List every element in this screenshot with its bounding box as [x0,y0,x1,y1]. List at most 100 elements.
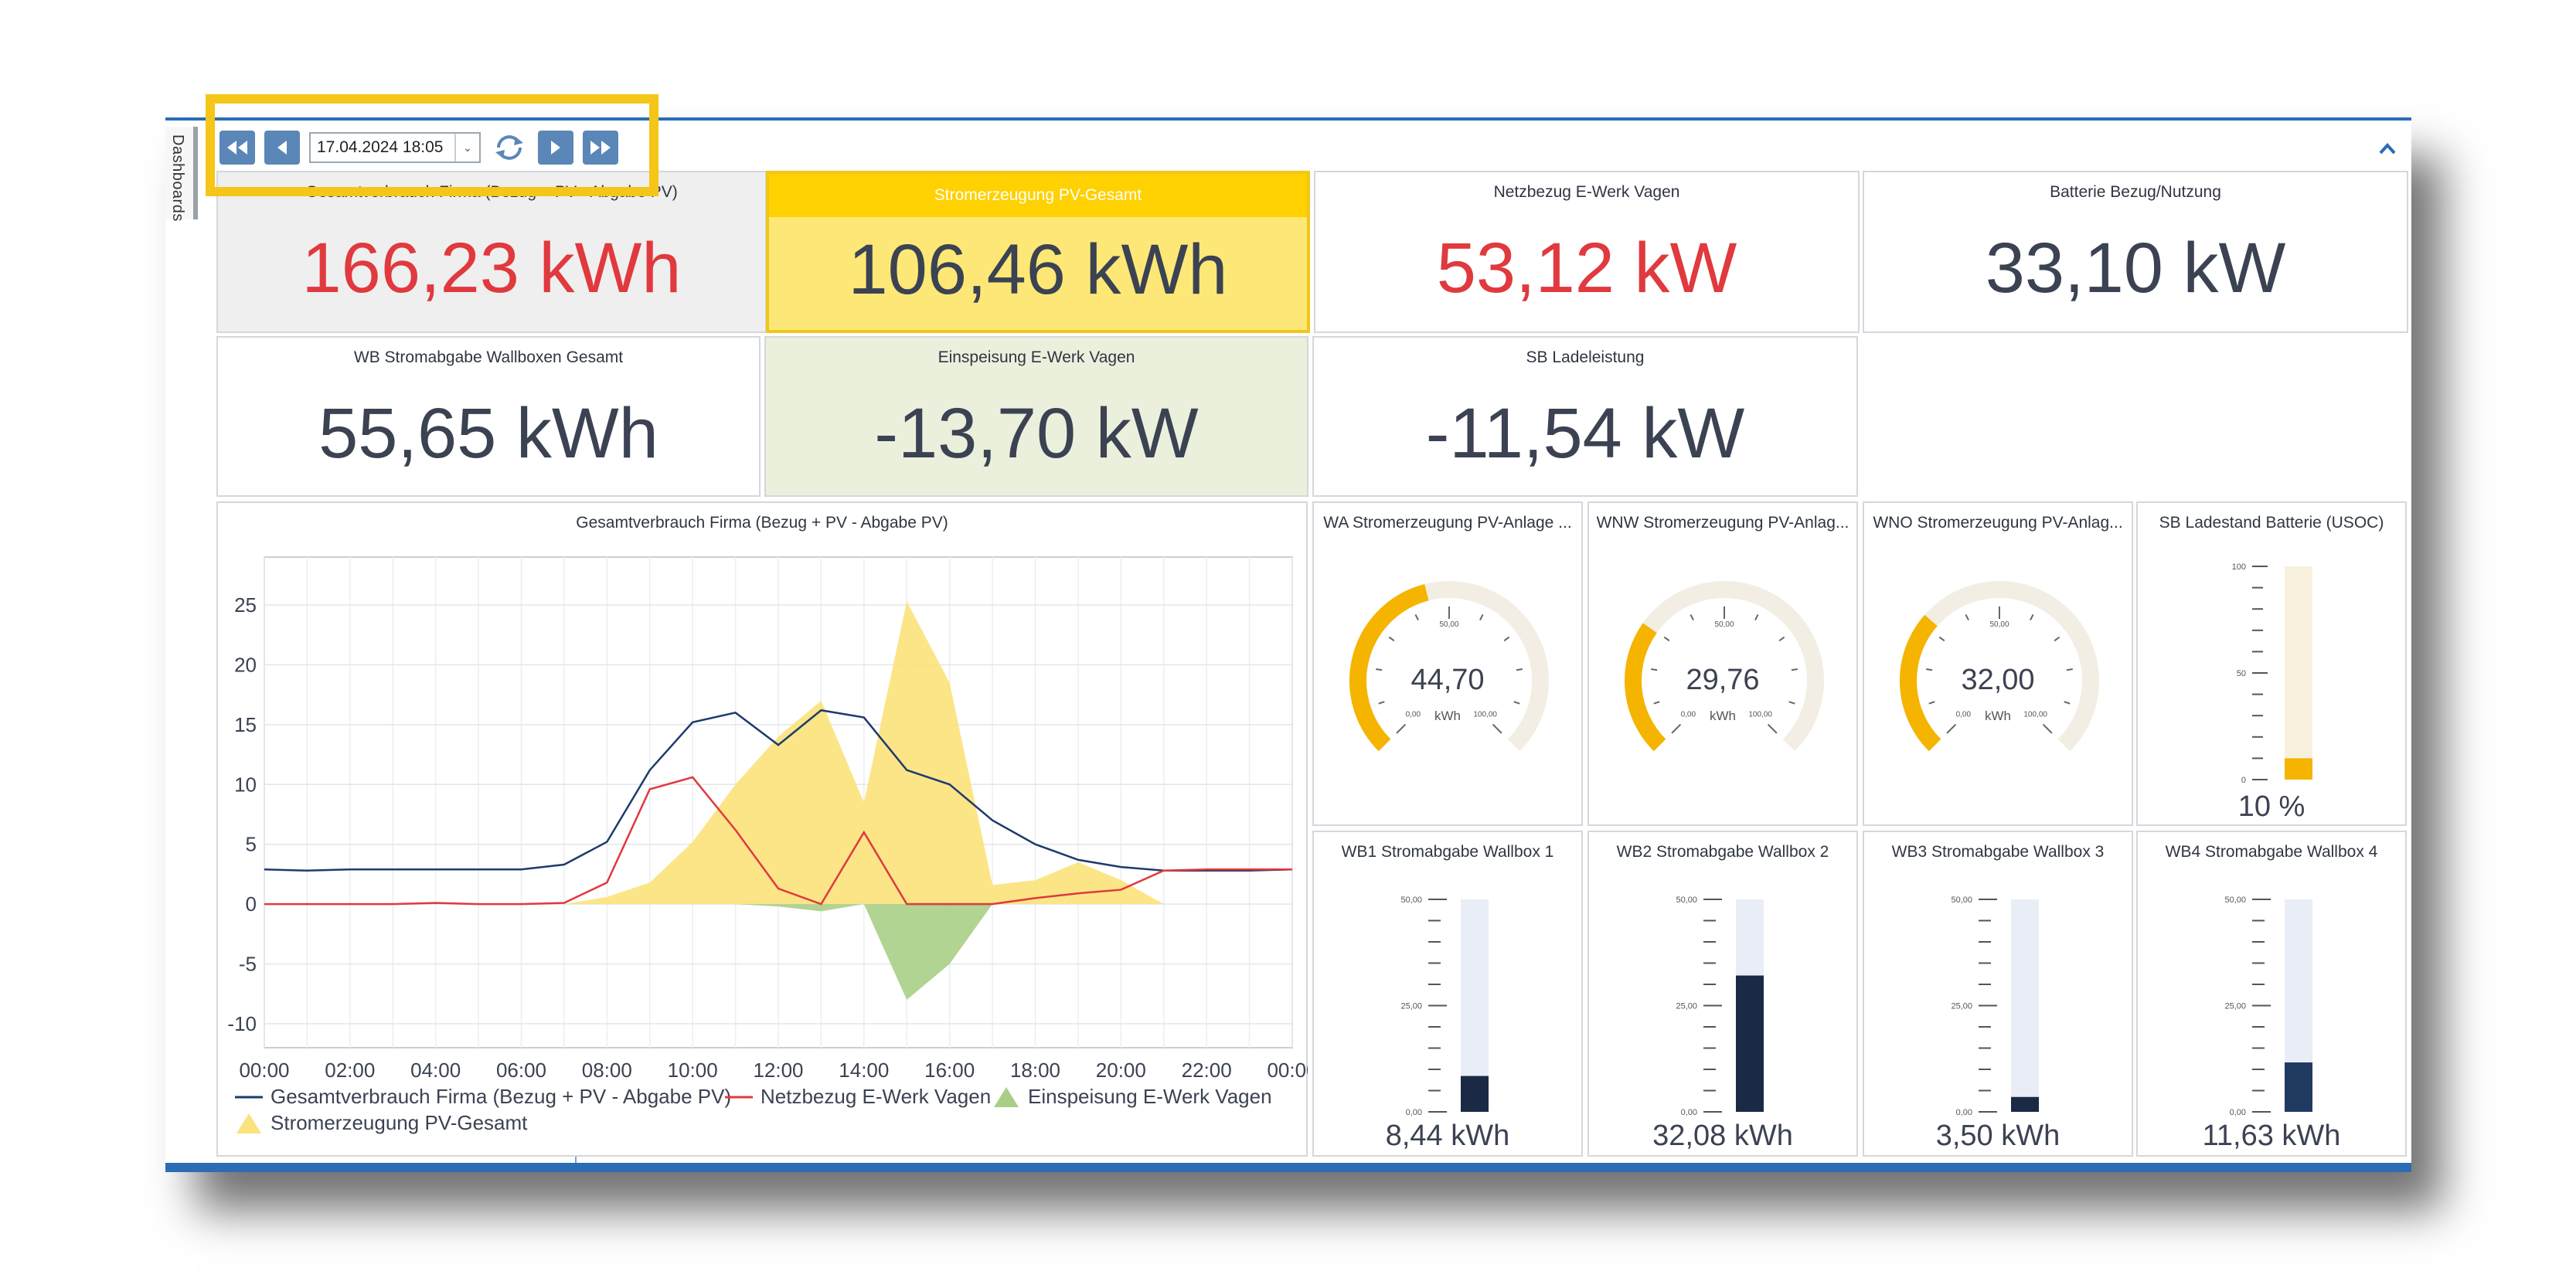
wallbox-card[interactable]: WB4 Stromabgabe Wallbox 4 50,00 25,00 0,00 1… [2136,831,2407,1157]
card-stromerzeugung[interactable]: Stromerzeugung PV-Gesamt 106,46 kWh [766,171,1310,333]
card-title: WNO Stromerzeugung PV-Anlag... [1873,514,2123,532]
battery-scale-label: 100 [2232,562,2246,572]
card-ladeleistung[interactable]: SB Ladeleistung -11,54 kW [1312,336,1858,497]
card-title: Gesamtverbrauch Firma (Bezug + PV - Abga… [305,183,678,201]
gauge-tick [1671,723,1682,734]
refresh-button[interactable] [490,131,529,165]
y-tick-label: 10 [234,773,257,796]
wallbox-value: 3,50 kWh [1935,1120,2060,1152]
gauge-tick [1926,668,1933,671]
consumption-chart[interactable]: 25 20 15 10 5 0 -5 -10 00:00 02:00 04:00 06:00 08:00… [216,501,1308,1157]
card-gesamtverbrauch[interactable]: Gesamtverbrauch Firma (Bezug + PV - Abga… [216,171,767,333]
wallbox-scale-label: 50,00 [1400,895,1422,905]
legend-item-netzbezug[interactable]: Netzbezug E-Werk Vagen [725,1085,991,1109]
double-chevron-right-icon [590,141,611,155]
gauge-card[interactable]: WNW Stromerzeugung PV-Anlag... 0,00 50,00 1… [1587,501,1858,826]
gauge-fill [1349,584,1429,752]
wallbox-scale-label: 25,00 [1400,1002,1422,1011]
card-wallboxen[interactable]: WB Stromabgabe Wallboxen Gesamt 55,65 kW… [216,336,761,497]
card-title: WNW Stromerzeugung PV-Anlag... [1596,514,1849,532]
chevron-left-icon [277,141,287,155]
card-value: 166,23 kWh [301,229,682,308]
card-title: WB1 Stromabgabe Wallbox 1 [1341,843,1554,861]
card-title: Batterie Bezug/Nutzung [2050,183,2221,201]
gauge-tick [2042,723,2053,734]
wallbox-scale-label: 0,00 [1406,1108,1422,1117]
x-tick-label: 14:00 [839,1059,889,1082]
wallbox-value: 8,44 kWh [1385,1120,1510,1152]
card-einspeisung[interactable]: Einspeisung E-Werk Vagen -13,70 kW [764,336,1308,497]
legend-label: Stromerzeugung PV-Gesamt [271,1111,528,1134]
legend-item-gesamtverbrauch[interactable]: Gesamtverbrauch Firma (Bezug + PV - Abga… [235,1085,731,1109]
gauge-tick [1788,701,1795,705]
card-netzbezug[interactable]: Netzbezug E-Werk Vagen 53,12 kW [1314,171,1860,333]
double-chevron-left-icon [227,141,247,155]
gauge-tick [1396,723,1407,734]
gauge-tick [2064,701,2071,705]
gauge-card[interactable]: WA Stromerzeugung PV-Anlage ... 0,00 50,00… [1312,501,1583,826]
series-line-1 [264,776,1292,906]
triangle-swatch-icon [994,1086,1019,1107]
y-tick-label: 20 [234,653,257,676]
line-swatch-icon [725,1096,753,1098]
battery-card[interactable]: SB Ladestand Batterie (USOC) 100 50 0 10 % [2136,501,2407,826]
dropdown-toggle[interactable]: ⌄ [454,134,479,161]
card-title: Netzbezug E-Werk Vagen [1493,183,1680,201]
gauge-dial: 0,00 50,00 100,00 [1625,581,1824,752]
y-tick-label: 15 [234,713,257,736]
gauge-tick [1492,723,1502,734]
x-tick-label: 00:00 [1267,1059,1308,1082]
first-button[interactable] [219,131,255,165]
previous-button[interactable] [264,131,300,165]
last-button[interactable] [583,131,618,165]
gauge-unit: kWh [1434,709,1461,723]
gauge-unit: kWh [1985,709,2011,723]
x-tick-label: 20:00 [1096,1059,1146,1082]
y-tick-label: -10 [227,1012,257,1035]
wallbox-track [2011,899,2039,1112]
dashboards-side-tab[interactable]: Dashboards [165,127,198,222]
gauge-fill [1900,614,1941,752]
gauge-scale-label: 0,00 [1681,711,1696,719]
datetime-input[interactable] [311,134,453,161]
gauge-tick [1946,723,1957,734]
wallbox-scale-label: 25,00 [2224,1002,2246,1011]
gauge-tick [1388,636,1395,642]
gauge-tick [1767,723,1778,734]
y-tick-label: 0 [246,892,257,916]
card-value: 55,65 kWh [318,394,658,473]
wallbox-scale-label: 50,00 [2224,895,2246,905]
card-title: WB2 Stromabgabe Wallbox 2 [1616,843,1829,861]
x-tick-label: 06:00 [496,1059,546,1082]
card-title: SB Ladeleistung [1526,348,1645,366]
datetime-picker[interactable]: ⌄ [309,132,481,163]
card-batterie[interactable]: Batterie Bezug/Nutzung 33,10 kW [1863,171,2408,333]
gauge-scale-label: 50,00 [1714,620,1734,629]
next-button[interactable] [538,131,573,165]
legend-item-stromerzeugung[interactable]: Stromerzeugung PV-Gesamt [235,1111,527,1135]
x-tick-label: 16:00 [924,1059,975,1082]
gauge-card[interactable]: WNO Stromerzeugung PV-Anlag... 0,00 50,00 1… [1863,501,2133,826]
chevron-down-icon: ⌄ [463,141,472,154]
gauge-tick [1376,668,1383,671]
gauge-scale-label: 0,00 [1406,711,1421,719]
x-tick-label: 18:00 [1010,1059,1060,1082]
wallbox-card[interactable]: WB3 Stromabgabe Wallbox 3 50,00 25,00 0,00 3… [1863,831,2133,1157]
card-title: WB4 Stromabgabe Wallbox 4 [2165,843,2378,861]
legend-label: Einspeisung E-Werk Vagen [1028,1085,1272,1108]
card-title: WB Stromabgabe Wallboxen Gesamt [353,348,624,366]
battery-level-bar: 100 50 0 [2232,562,2312,785]
wallbox-card[interactable]: WB2 Stromabgabe Wallbox 2 50,00 25,00 0,00 3… [1587,831,1858,1157]
line-swatch-icon [235,1096,263,1098]
x-tick-label: 04:00 [410,1059,461,1082]
collapse-icon[interactable] [2377,139,2397,159]
legend-label: Gesamtverbrauch Firma (Bezug + PV - Abga… [271,1085,732,1108]
x-tick-label: 12:00 [753,1059,803,1082]
status-bar-marker [575,1157,577,1163]
battery-scale-label: 50 [2237,669,2246,678]
gauge-dial: 0,00 50,00 100,00 [1349,581,1549,752]
wallbox-level-bar: 50,00 25,00 0,00 [1951,895,2039,1117]
y-tick-label: 5 [246,833,257,856]
legend-item-einspeisung[interactable]: Einspeisung E-Werk Vagen [992,1085,1272,1109]
wallbox-card[interactable]: WB1 Stromabgabe Wallbox 1 50,00 25,00 0,00 8… [1312,831,1583,1157]
